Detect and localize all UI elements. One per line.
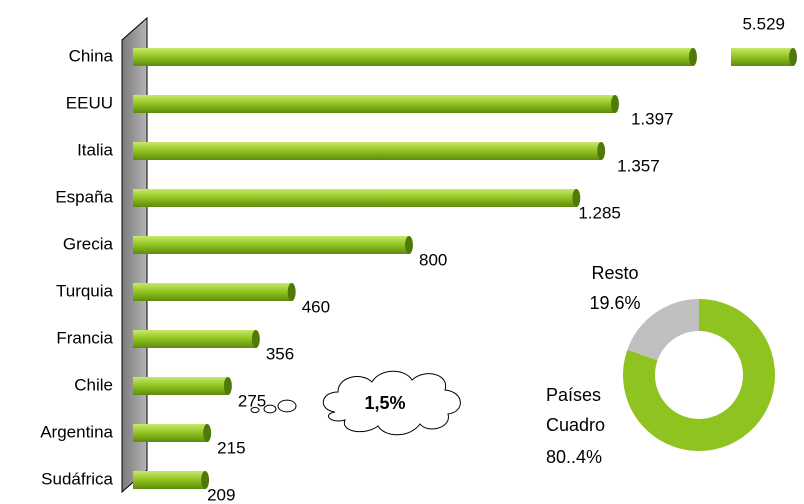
bar-cap xyxy=(789,48,797,66)
bar-segment xyxy=(133,95,615,113)
bar-cap xyxy=(597,142,606,160)
bar-cap xyxy=(689,48,697,66)
y-tick-label: Francia xyxy=(56,328,113,347)
donut-segment xyxy=(627,299,699,361)
bar-segment xyxy=(133,330,256,348)
donut-value: 19.6% xyxy=(589,293,641,313)
thought-bubble xyxy=(263,404,277,414)
cloud xyxy=(322,370,461,436)
bar xyxy=(133,377,232,395)
y-tick-label: Argentina xyxy=(40,422,113,441)
y-tick-label: Italia xyxy=(77,140,113,159)
bar-cap xyxy=(203,424,212,442)
value-label: 356 xyxy=(266,344,294,363)
bar-segment xyxy=(133,142,602,160)
bar-segment xyxy=(133,424,208,442)
bar-cap xyxy=(251,330,260,348)
bar-segment xyxy=(133,471,206,489)
bar xyxy=(133,330,260,348)
bar-cap xyxy=(287,283,296,301)
bar-segment xyxy=(133,48,693,66)
thought-bubble xyxy=(277,399,297,413)
bar-cap xyxy=(610,95,619,113)
annotation: 1,5% xyxy=(364,393,405,413)
bar xyxy=(133,142,606,160)
y-tick-label: España xyxy=(55,187,113,206)
value-label: 275 xyxy=(238,391,266,410)
bar-segment xyxy=(133,236,409,254)
bar xyxy=(133,283,296,301)
value-label: 215 xyxy=(217,438,245,457)
bar xyxy=(133,424,212,442)
value-label: 460 xyxy=(302,297,330,316)
bar-cap xyxy=(223,377,232,395)
donut-label: Resto xyxy=(591,263,639,283)
bar xyxy=(133,189,581,207)
bar-cap xyxy=(405,236,413,254)
thought-bubble xyxy=(250,406,260,414)
y-tick-label: Grecia xyxy=(63,234,114,253)
axis-wall xyxy=(121,16,148,494)
bar-cap xyxy=(201,471,210,489)
bar-segment xyxy=(731,48,793,66)
bar xyxy=(133,471,210,489)
value-label: 5.529 xyxy=(742,14,785,33)
y-tick-label: Turquia xyxy=(56,281,114,300)
value-label: 1.285 xyxy=(578,203,621,222)
bar-segment xyxy=(133,377,228,395)
bar-segment xyxy=(133,283,292,301)
donut-value: 80..4% xyxy=(546,447,603,467)
donut-label: Países Cuadro xyxy=(546,385,606,435)
y-tick-label: Chile xyxy=(74,375,113,394)
bar-segment xyxy=(133,189,577,207)
value-label: 209 xyxy=(207,485,235,504)
bar-cap xyxy=(572,189,581,207)
bar xyxy=(133,95,619,113)
y-tick-label: China xyxy=(69,46,114,65)
donut-segment xyxy=(623,299,775,452)
y-tick-label: EEUU xyxy=(66,93,113,112)
y-tick-label: Sudáfrica xyxy=(41,469,113,488)
value-label: 1.397 xyxy=(631,109,674,128)
bar xyxy=(133,48,797,66)
value-label: 800 xyxy=(419,250,447,269)
bar xyxy=(133,236,413,254)
value-label: 1.357 xyxy=(617,156,660,175)
